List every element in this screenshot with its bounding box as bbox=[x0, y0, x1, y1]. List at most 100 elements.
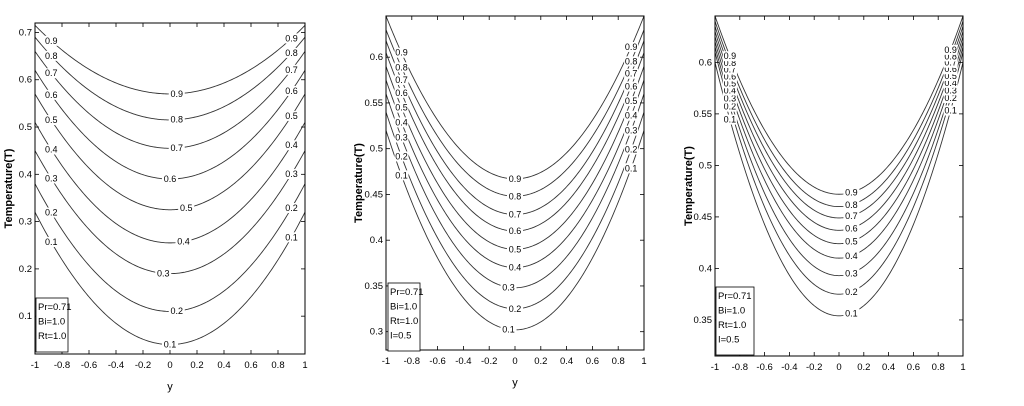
contour-label-0.3: 0.3 bbox=[157, 268, 170, 278]
contour-label-left-0.2: 0.2 bbox=[395, 151, 408, 161]
y-tick-label: 0.5 bbox=[699, 160, 712, 171]
contour-line-0.7 bbox=[715, 26, 963, 219]
contour-label-left-0.5: 0.5 bbox=[395, 103, 408, 113]
contour-label-left-0.8: 0.8 bbox=[395, 62, 408, 72]
contour-label-0.9: 0.9 bbox=[170, 89, 183, 99]
contour-label-bg bbox=[44, 89, 59, 100]
y-tick-label: 0.4 bbox=[370, 235, 383, 246]
contour-label-0.1: 0.1 bbox=[502, 324, 515, 334]
y-tick-label: 0.45 bbox=[694, 212, 713, 223]
contour-label-bg bbox=[155, 268, 172, 279]
contour-label-0.5: 0.5 bbox=[509, 244, 522, 254]
contour-label-0.8: 0.8 bbox=[170, 115, 183, 125]
legend-box: Pr=0.71 Bi=1.0 Rt=1.0 I=0.5 bbox=[387, 282, 424, 352]
y-tick-label: 0.5 bbox=[19, 122, 32, 133]
y-tick-label: 0.2 bbox=[19, 264, 32, 275]
contour-label-bg bbox=[500, 282, 517, 293]
contour-label-right-0.9: 0.9 bbox=[285, 33, 298, 43]
contour-line-0.1 bbox=[35, 211, 305, 345]
contour-label-bg bbox=[722, 85, 737, 96]
contour-label-bg bbox=[843, 187, 860, 198]
plot-frame bbox=[34, 22, 306, 355]
contour-label-bg bbox=[284, 85, 299, 96]
contour-label-bg bbox=[722, 93, 737, 104]
contour-label-bg bbox=[843, 250, 860, 261]
y-tick-label: 0.3 bbox=[19, 217, 32, 228]
x-tick-label: 0.2 bbox=[857, 362, 870, 373]
contour-label-left-0.6: 0.6 bbox=[395, 88, 408, 98]
contour-label-left-0.7: 0.7 bbox=[395, 75, 408, 85]
contour-line-0.5 bbox=[715, 36, 963, 245]
contour-label-bg bbox=[507, 262, 523, 273]
x-tick-label: -1 bbox=[31, 360, 39, 371]
contour-label-left-0.8: 0.8 bbox=[724, 58, 737, 68]
y-tick-label: 0.55 bbox=[365, 98, 384, 109]
contour-line-0.4 bbox=[715, 41, 963, 259]
legend-frame bbox=[35, 297, 69, 353]
contour-label-bg bbox=[843, 308, 860, 319]
x-tick-label: 0.6 bbox=[586, 356, 599, 367]
contour-label-bg bbox=[943, 57, 958, 68]
legend-entry: Rt=1.0 bbox=[390, 316, 418, 327]
contour-label-bg bbox=[722, 71, 737, 82]
contour-label-bg bbox=[843, 236, 860, 247]
contour-label-right-0.3: 0.3 bbox=[944, 85, 957, 95]
contour-label-bg bbox=[943, 70, 958, 81]
contour-label-0.3: 0.3 bbox=[502, 282, 515, 292]
contour-label-bg bbox=[722, 78, 737, 89]
x-tick-label: -0.6 bbox=[81, 360, 97, 371]
contour-label-right-0.8: 0.8 bbox=[625, 56, 638, 66]
contour-label-bg bbox=[394, 151, 409, 162]
x-axis-label: y bbox=[512, 377, 518, 389]
y-axis-label: Temperature(T) bbox=[683, 146, 695, 226]
contour-label-bg bbox=[284, 64, 299, 75]
contour-label-bg bbox=[624, 144, 639, 155]
contour-label-left-0.7: 0.7 bbox=[724, 65, 737, 75]
contour-label-bg bbox=[162, 174, 178, 185]
contour-label-bg bbox=[394, 74, 409, 85]
contour-label-right-0.5: 0.5 bbox=[944, 71, 957, 81]
contour-label-left-0.3: 0.3 bbox=[724, 94, 737, 104]
contour-label-0.4: 0.4 bbox=[177, 237, 190, 247]
y-tick-label: 0.5 bbox=[370, 144, 383, 155]
contour-label-bg bbox=[394, 62, 409, 73]
x-tick-label: -0.2 bbox=[481, 356, 497, 367]
x-tick-label: 0 bbox=[836, 362, 841, 373]
contour-line-0.7 bbox=[35, 51, 305, 149]
legend-entry: I=0.5 bbox=[718, 335, 739, 346]
contour-label-bg bbox=[168, 88, 185, 99]
contour-label-bg bbox=[624, 41, 639, 52]
contour-label-left-0.3: 0.3 bbox=[45, 173, 58, 183]
contour-label-bg bbox=[943, 93, 958, 104]
contour-line-0.9 bbox=[386, 16, 644, 180]
contour-label-0.8: 0.8 bbox=[845, 200, 858, 210]
contour-label-bg bbox=[394, 47, 409, 58]
x-tick-label: 0.4 bbox=[560, 356, 573, 367]
contour-label-bg bbox=[624, 68, 639, 79]
contour-label-right-0.8: 0.8 bbox=[944, 51, 957, 61]
contour-label-bg bbox=[624, 56, 639, 67]
contour-label-bg bbox=[284, 110, 299, 121]
y-tick-label: 0.6 bbox=[370, 52, 383, 63]
y-tick-label: 0.6 bbox=[19, 75, 32, 86]
y-tick-label: 0.35 bbox=[365, 281, 384, 292]
contour-label-right-0.6: 0.6 bbox=[944, 64, 957, 74]
contour-label-right-0.9: 0.9 bbox=[625, 42, 638, 52]
contour-label-bg bbox=[284, 232, 299, 243]
contour-line-0.9 bbox=[35, 25, 305, 95]
contour-label-bg bbox=[394, 87, 409, 98]
contour-label-bg bbox=[284, 169, 299, 180]
x-tick-label: 0 bbox=[512, 356, 517, 367]
x-tick-label: -0.6 bbox=[756, 362, 772, 373]
contour-label-0.6: 0.6 bbox=[845, 223, 858, 233]
contour-line-0.8 bbox=[386, 29, 644, 197]
contour-label-bg bbox=[843, 268, 860, 279]
contour-label-bg bbox=[943, 85, 958, 96]
contour-label-left-0.8: 0.8 bbox=[45, 51, 58, 61]
contour-label-left-0.5: 0.5 bbox=[45, 115, 58, 125]
contour-label-right-0.6: 0.6 bbox=[625, 82, 638, 92]
contour-label-left-0.2: 0.2 bbox=[724, 102, 737, 112]
contour-label-bg bbox=[394, 117, 409, 128]
contour-label-0.6: 0.6 bbox=[509, 226, 522, 236]
x-tick-label: -0.8 bbox=[54, 360, 70, 371]
